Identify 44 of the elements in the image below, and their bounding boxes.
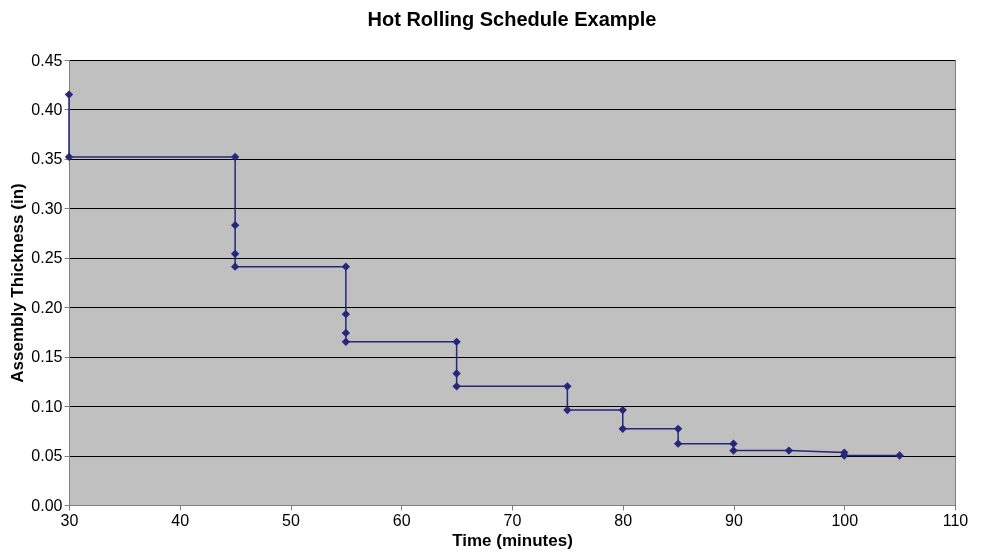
point (230, 220, 240, 230)
point (563, 382, 572, 391)
x-tick-label: 110 (942, 511, 969, 529)
x-tick-label: 60 (392, 511, 411, 529)
y-tick-label: 0.35 (31, 150, 63, 168)
point (673, 439, 683, 448)
point (64, 90, 74, 99)
point (341, 337, 351, 347)
point (618, 405, 627, 415)
point (729, 446, 738, 455)
point (230, 262, 240, 271)
point (452, 337, 461, 347)
point (452, 382, 461, 391)
point (230, 249, 240, 259)
point (895, 451, 904, 460)
y-tick-label: 0.30 (31, 199, 63, 217)
point (784, 446, 794, 455)
point (341, 328, 351, 338)
y-tick-label: 0.25 (31, 249, 63, 267)
x-tick-label: 70 (503, 511, 522, 529)
x-tick-label: 80 (614, 511, 633, 529)
point (341, 309, 351, 319)
y-tick-label: 0.45 (31, 51, 63, 69)
x-tick-label: 90 (725, 511, 743, 529)
x-axis-title: Time (minutes) (452, 530, 573, 550)
y-tick-label: 0.00 (31, 496, 63, 514)
x-tick-label: 50 (282, 511, 300, 529)
point (230, 152, 240, 162)
y-tick-label: 0.15 (31, 348, 63, 366)
point (563, 405, 572, 415)
chart-title: Hot Rolling Schedule Example (367, 8, 657, 30)
y-tick-label: 0.05 (31, 447, 63, 465)
point (452, 369, 461, 378)
x-tick-label: 100 (831, 511, 859, 529)
x-tick-label: 30 (60, 511, 79, 529)
point (673, 424, 683, 434)
y-axis-title: Assembly Thickness (in) (8, 183, 28, 383)
point (341, 262, 351, 271)
point (618, 424, 627, 434)
x-tick-label: 40 (171, 511, 190, 529)
point (64, 152, 74, 162)
y-tick-label: 0.10 (31, 397, 63, 415)
y-tick-label: 0.20 (31, 298, 63, 316)
y-tick-label: 0.40 (31, 100, 63, 118)
